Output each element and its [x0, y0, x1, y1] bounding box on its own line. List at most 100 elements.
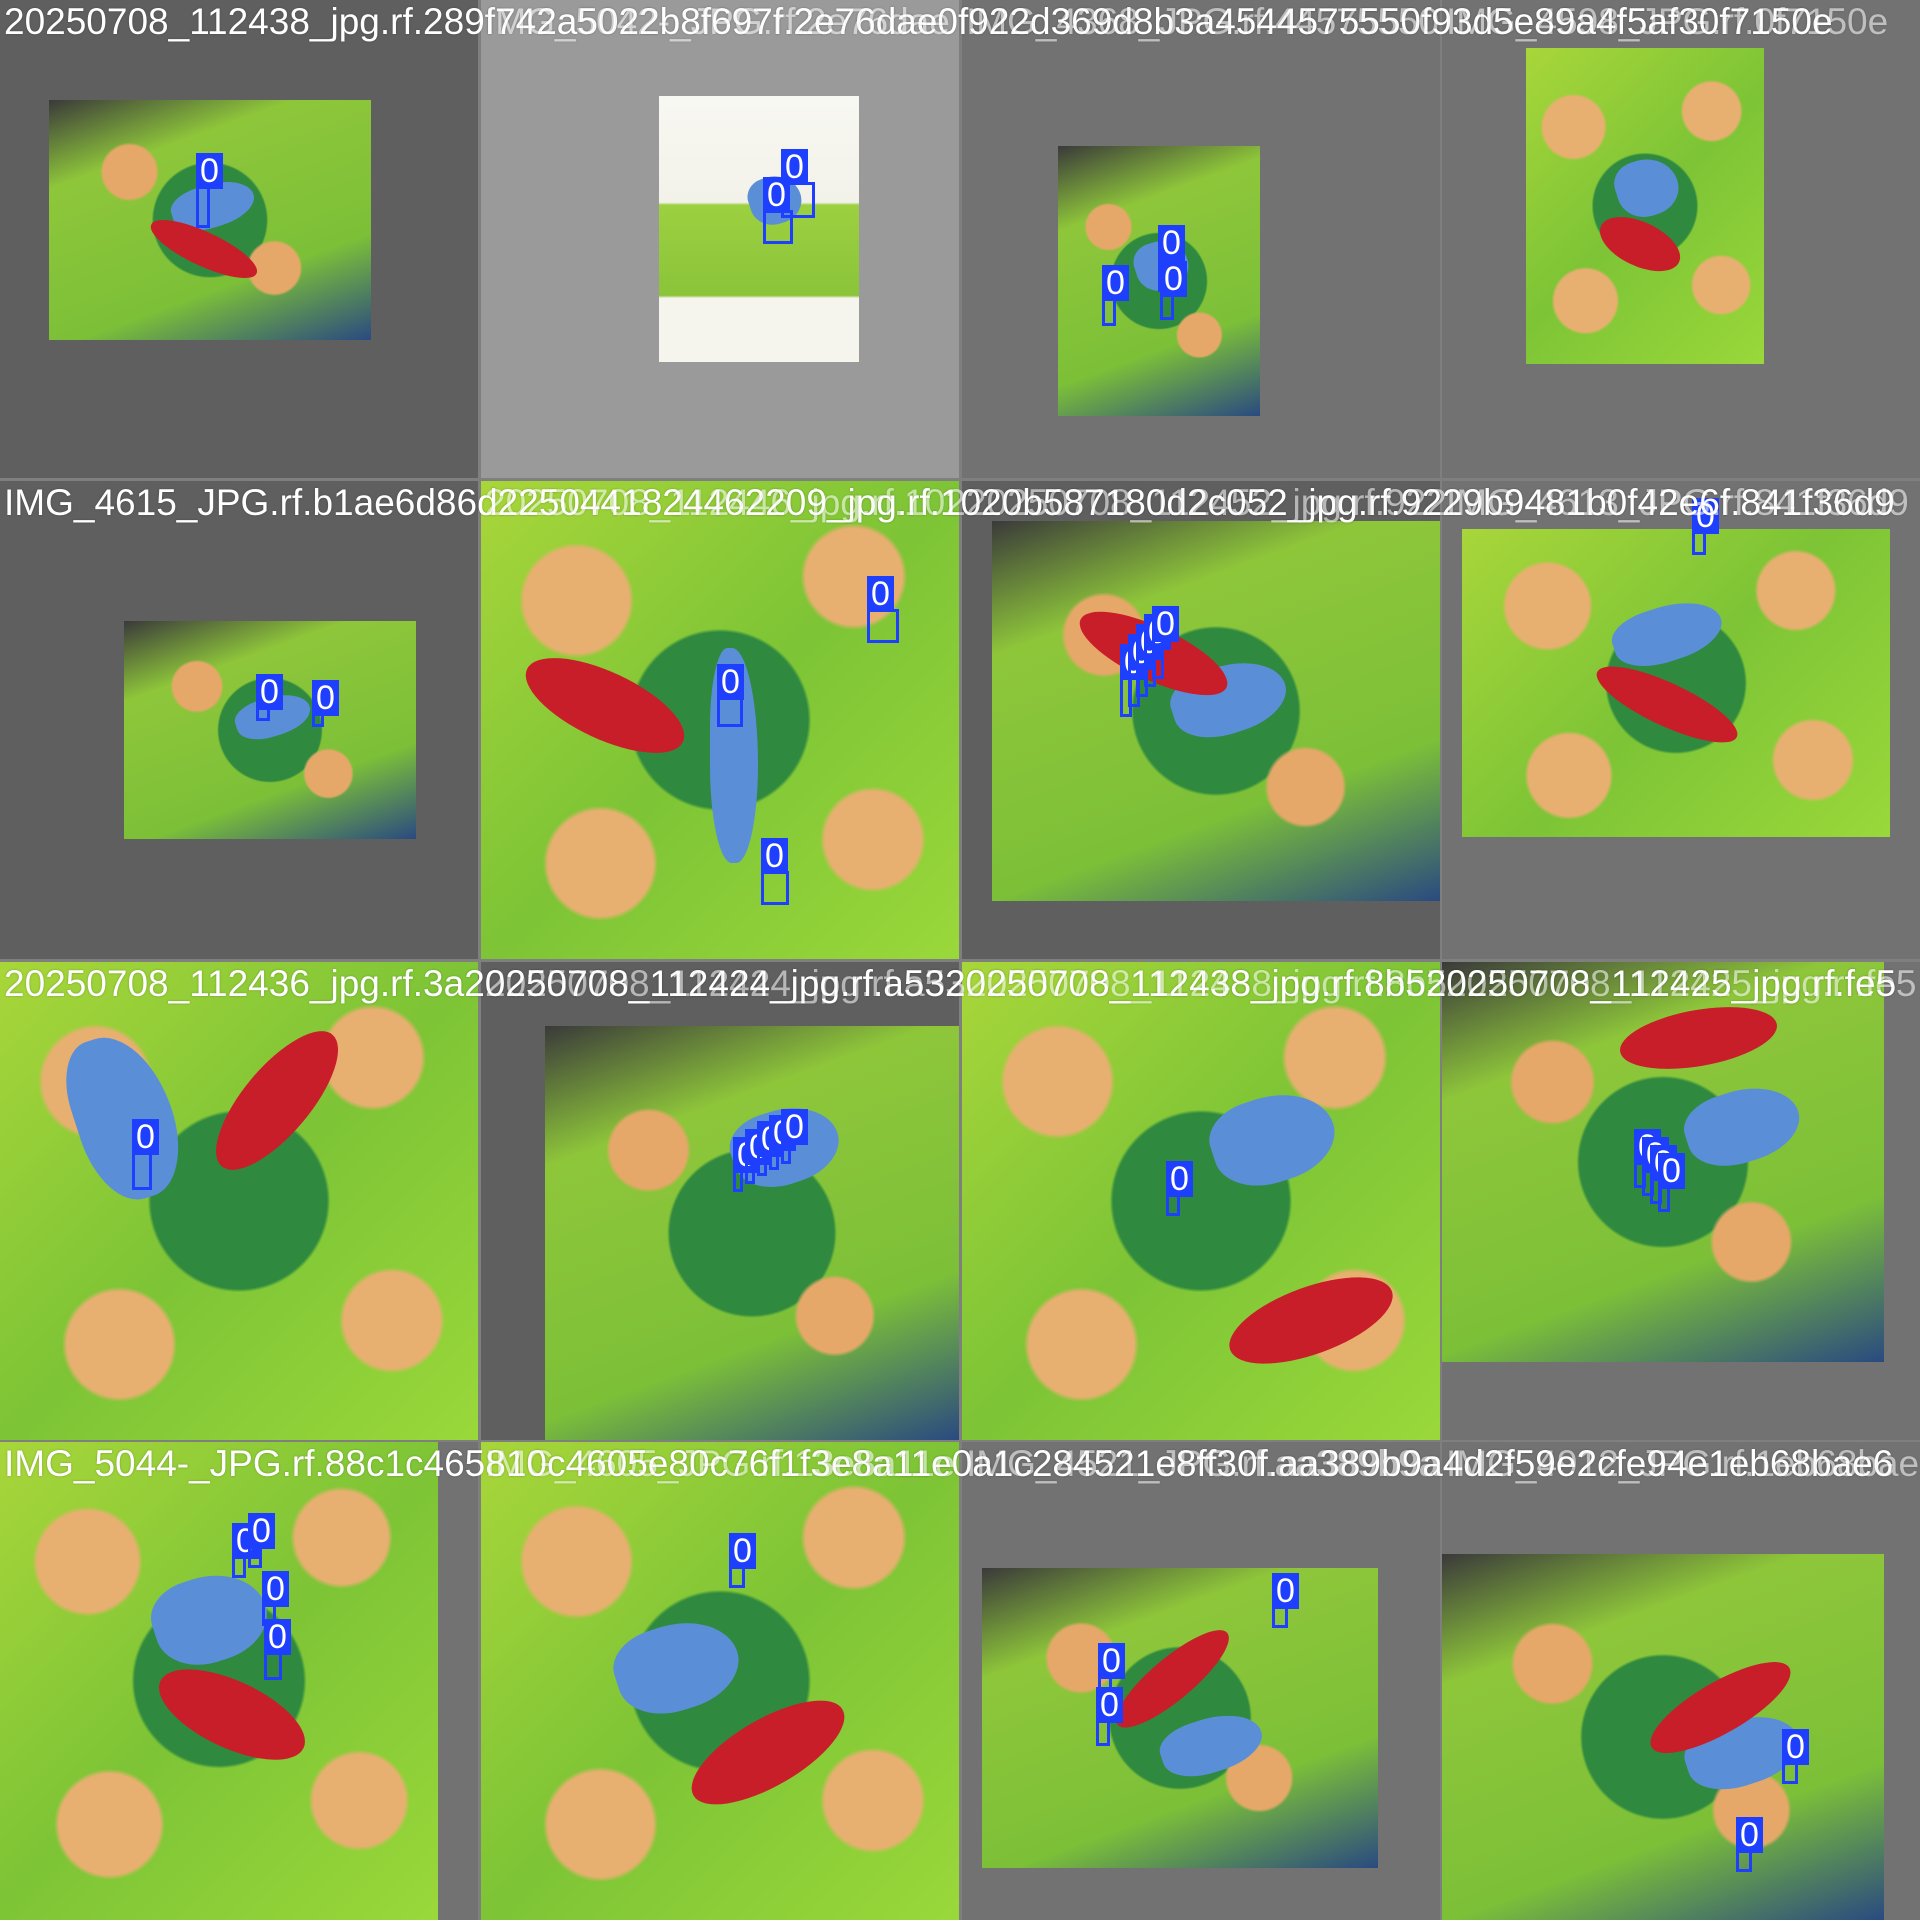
detection-box: 0: [757, 1121, 784, 1176]
detection-box: 0: [1692, 498, 1719, 555]
tile-caption: 20250708_112424_jpg.rf.a53: [485, 963, 966, 1004]
tile-photo: [982, 1568, 1378, 1868]
detection-label: 0: [763, 177, 790, 213]
detection-box: 0: [733, 1137, 760, 1192]
tile-caption: IMG_4368_JPG.rf.44575550: [966, 1, 1440, 42]
tile-16: 0 0: [1442, 1442, 1920, 1920]
tile-photo: [1442, 1554, 1884, 1920]
tile-photo: [481, 481, 959, 959]
tile-photo: [49, 100, 371, 340]
detection-label: 0: [1160, 261, 1187, 297]
tile-6: 0 0 0: [481, 481, 959, 959]
tile-3: 0 0 0: [962, 0, 1440, 478]
detection-label: 0: [867, 576, 894, 612]
tile-caption: IMG_4615_JPG.rf.b1ae6d86d225044182446220…: [4, 482, 1895, 523]
tile-12: 0 0 0 0: [1442, 962, 1920, 1440]
detection-box: 0: [745, 1129, 772, 1184]
tile-14: 0: [481, 1442, 959, 1920]
tile-caption: 20250708_112452_jpg.rf.922: [966, 482, 1447, 523]
tile-caption: IMG_5042-_JPG.rf.2e76dae: [485, 1, 950, 42]
detection-box: 0: [264, 1619, 291, 1680]
tile-photo: [0, 962, 478, 1440]
detection-label: 0: [1098, 1643, 1125, 1679]
tile-8: 0: [1442, 481, 1920, 959]
detection-box: 0: [1160, 261, 1187, 320]
tile-caption: 20250708_112438_jpg.rf.289f742a5022b8f69…: [4, 1, 1833, 42]
tile-caption: IMG_5044-_JPG.rf.88c1c465810c4605e80c76f…: [4, 1443, 1894, 1484]
tile-2: 0 0: [481, 0, 959, 478]
tile-caption: IMG_4521_JPG.rf.aa389b9a: [966, 1443, 1440, 1484]
tile-caption: IMG_4912_JPG.rf.1eb68bae6: [1446, 1443, 1920, 1484]
tile-photo: [659, 96, 859, 362]
tile-10: 0 0 0 0 0: [481, 962, 959, 1440]
tile-caption: 20250708_112446_jpg.rf.102: [485, 482, 966, 523]
detection-label: 0: [1158, 225, 1185, 261]
detection-box: 0: [1102, 265, 1129, 326]
detection-label: 0: [196, 153, 223, 189]
detection-label: 0: [1102, 265, 1129, 301]
detection-label: 0: [1782, 1729, 1809, 1765]
tile-caption: IMG_4605_JPG.rf.13e8a11e: [485, 1443, 956, 1484]
tile-13: 0 0 0 0: [0, 1442, 478, 1920]
detection-box: 0: [867, 576, 899, 643]
detection-box: 0: [1272, 1573, 1299, 1628]
detection-box: 0: [761, 838, 789, 905]
detection-box: 0: [763, 177, 793, 244]
detection-label: 0: [1096, 1687, 1123, 1723]
detection-box: 0: [248, 1513, 275, 1568]
detection-label: 0: [262, 1571, 289, 1607]
detection-label: 0: [1272, 1573, 1299, 1609]
detection-box: 0: [256, 674, 283, 721]
detection-label: 0: [781, 1109, 808, 1145]
detection-box: 0: [312, 680, 339, 727]
detection-box: 0: [1658, 1153, 1685, 1212]
detection-box: 0: [717, 664, 744, 727]
detection-box: 0: [1152, 606, 1179, 679]
tile-15: 0 0 0: [962, 1442, 1440, 1920]
tile-photo: [124, 621, 416, 839]
tile-photo: [962, 962, 1440, 1440]
tile-caption: 20250708_112438_jpg.rf.8b5: [966, 963, 1447, 1004]
detection-box: 0: [1736, 1817, 1763, 1872]
detection-box: 0: [1158, 225, 1185, 292]
tile-caption: 20250708_112425_jpg.rf.fe5: [1446, 963, 1917, 1004]
detection-box: 0: [1096, 1687, 1123, 1746]
tile-photo: [1526, 48, 1764, 364]
tile-photo: [481, 1442, 959, 1920]
detection-box: 0: [781, 1109, 808, 1164]
tile-1: 0: [0, 0, 478, 478]
detection-box: 0: [196, 153, 223, 228]
detection-label: 0: [1692, 498, 1719, 534]
detection-label: 0: [1152, 606, 1179, 642]
detection-label: 0: [1658, 1153, 1685, 1189]
detection-label: 0: [1166, 1161, 1193, 1197]
tile-photo: [1462, 529, 1890, 837]
tile-caption: IMG_4598_JPG.rf.0f7150e: [1446, 1, 1889, 42]
tile-11: 0: [962, 962, 1440, 1440]
tile-9: 0: [0, 962, 478, 1440]
detection-box: 0: [1166, 1161, 1193, 1216]
detection-label: 0: [248, 1513, 275, 1549]
tile-4: [1442, 0, 1920, 478]
detection-box: 0: [769, 1115, 796, 1170]
tile-7: 0 0 0 0 0: [962, 481, 1440, 959]
detection-label: 0: [132, 1119, 159, 1155]
tile-photo: [992, 521, 1440, 901]
detection-box: 0: [232, 1523, 259, 1578]
detection-label: 0: [256, 674, 283, 710]
detection-label: 0: [717, 664, 744, 700]
detection-box: 0: [132, 1119, 159, 1190]
tile-photo: [545, 1026, 959, 1440]
tile-caption: 20250708_112436_jpg.rf.3a20250708_112424…: [4, 963, 1897, 1004]
detection-label: 0: [1736, 1817, 1763, 1853]
tile-5: 0 0: [0, 481, 478, 959]
tile-photo: [0, 1442, 438, 1920]
detection-label: 0: [729, 1533, 756, 1569]
tile-caption: IMG_4613_JPG.rf.841f36d9: [1446, 482, 1909, 523]
detection-label: 0: [312, 680, 339, 716]
detection-box: 0: [1782, 1729, 1809, 1784]
detection-label: 0: [761, 838, 788, 874]
detection-label: 0: [264, 1619, 291, 1655]
detection-box: 0: [729, 1533, 756, 1588]
